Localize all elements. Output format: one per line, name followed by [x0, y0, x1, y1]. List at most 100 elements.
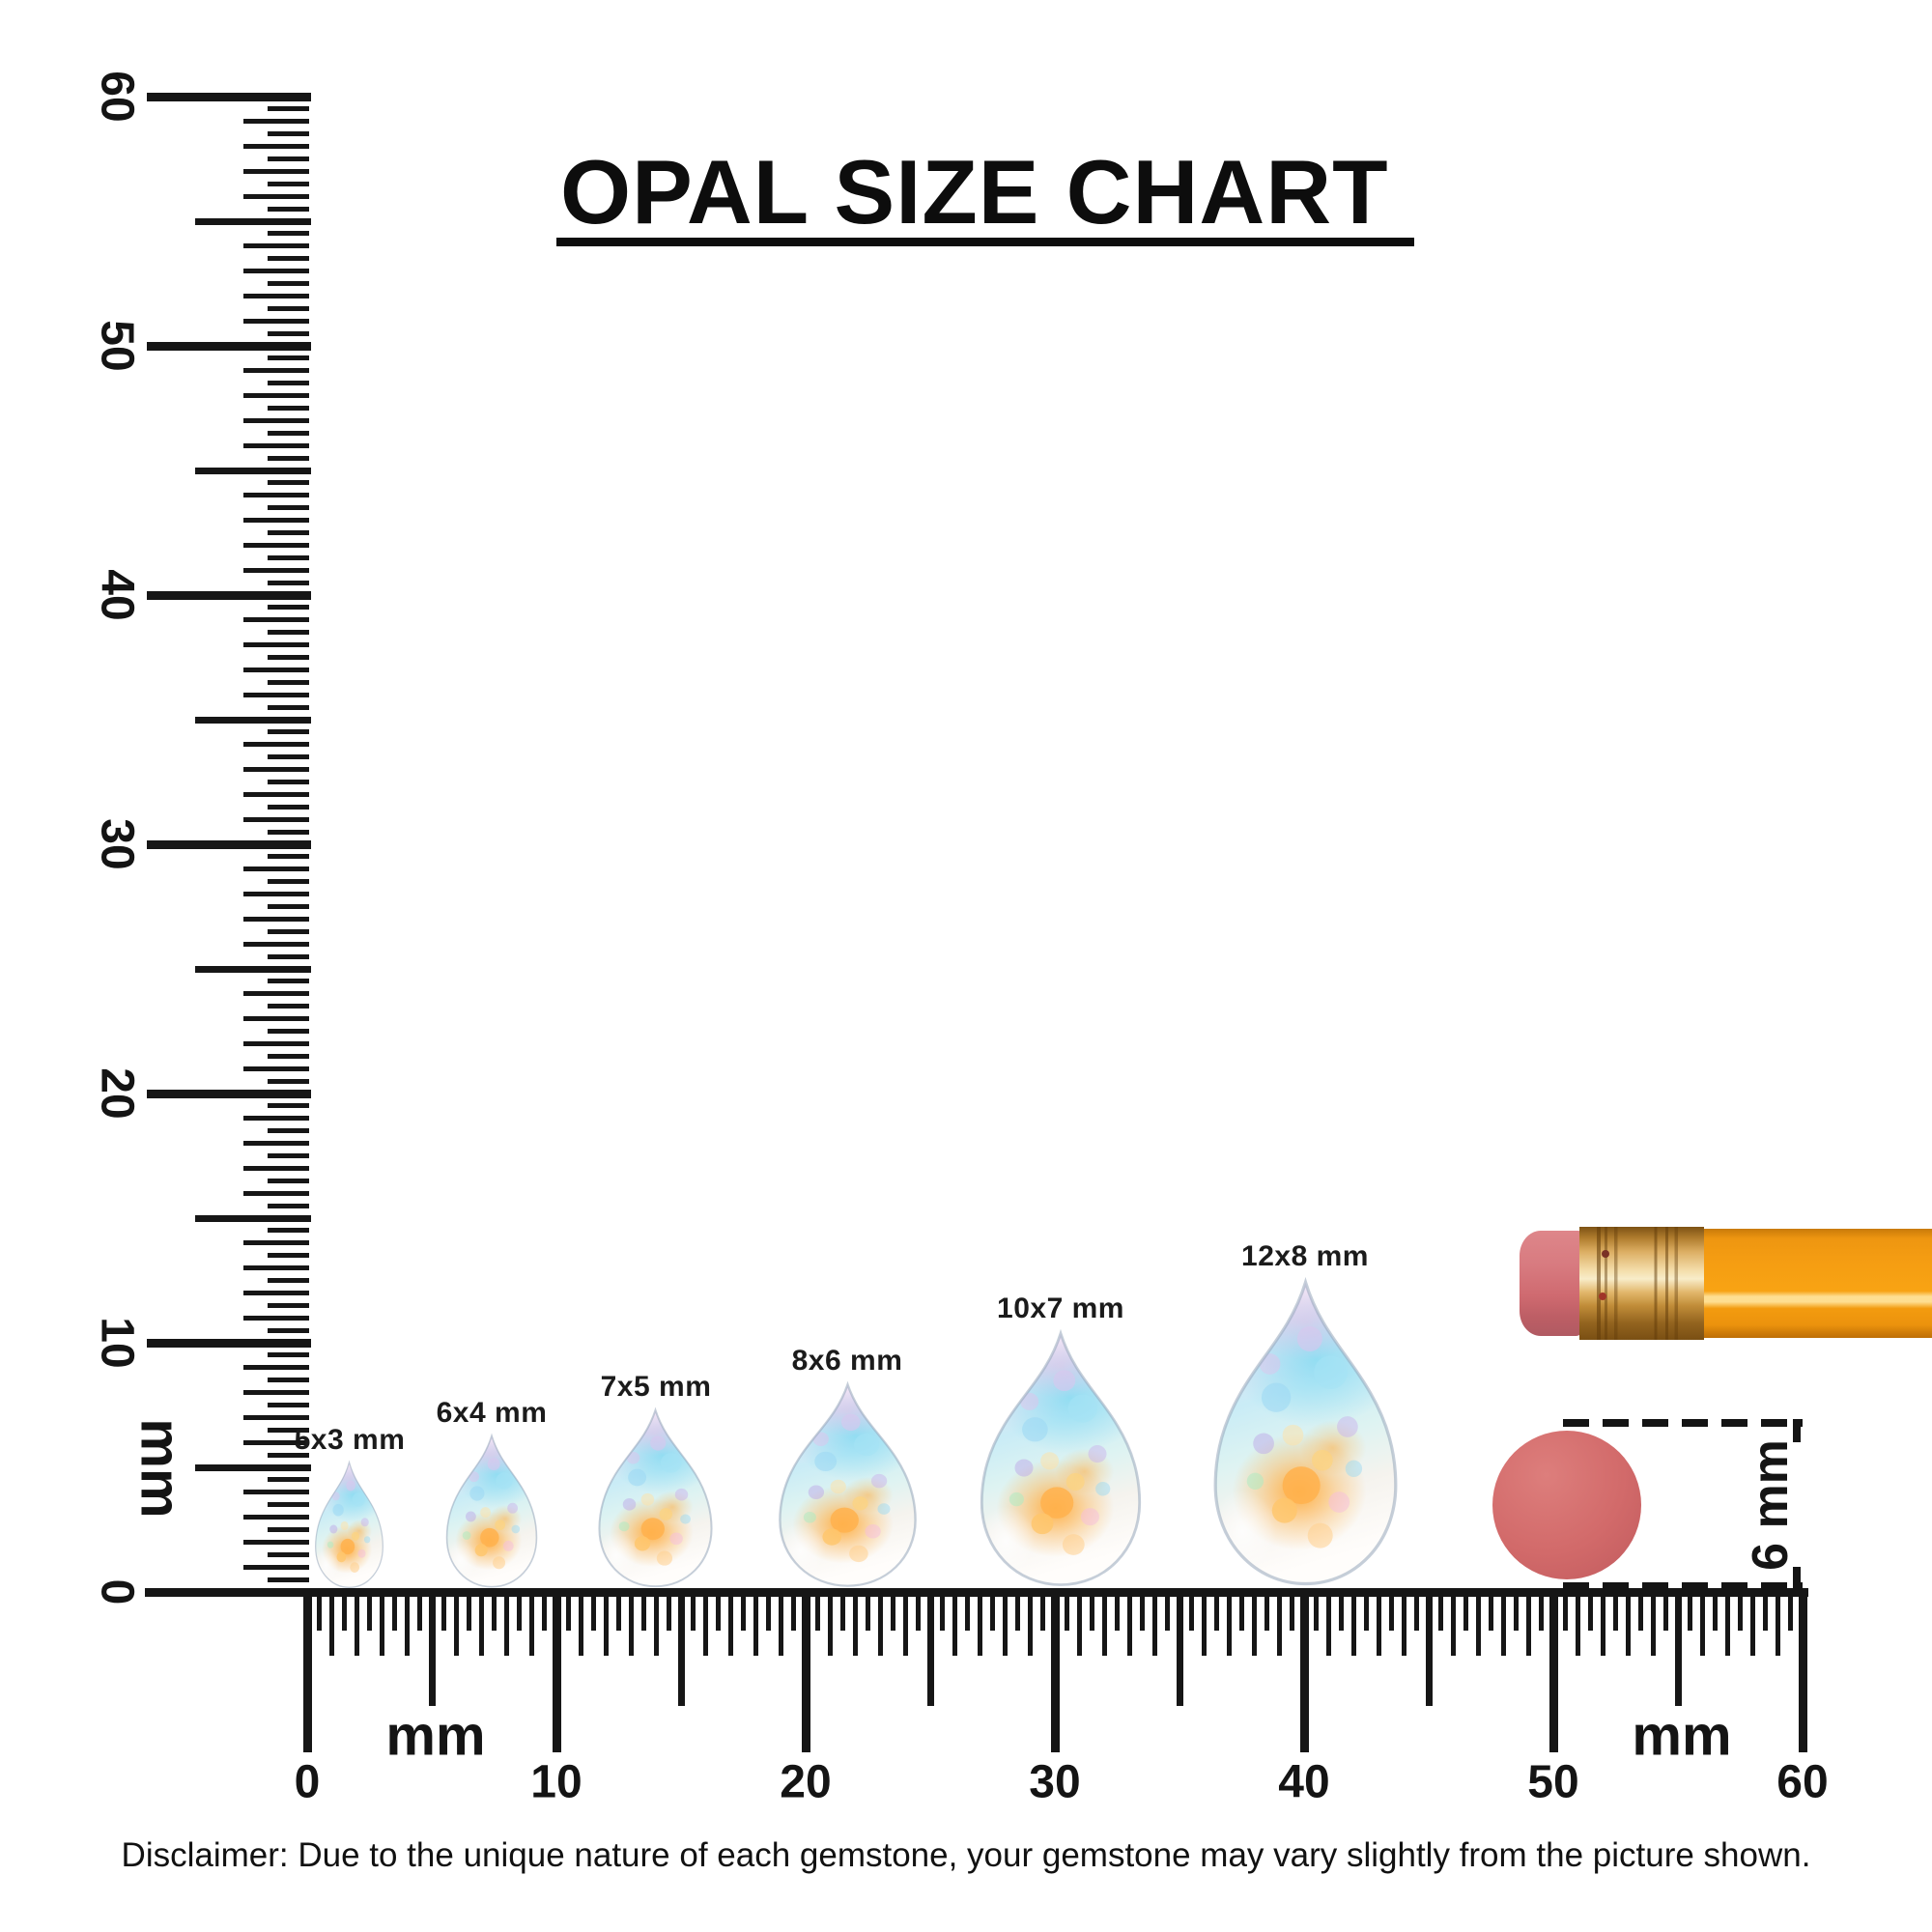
v-ruler-tick — [195, 1463, 311, 1471]
h-ruler-tick — [1637, 1594, 1643, 1631]
h-ruler-tick — [1164, 1594, 1170, 1631]
measure-dash-top — [1563, 1419, 1803, 1427]
h-ruler-tick — [1289, 1594, 1294, 1631]
v-ruler-tick — [268, 156, 309, 161]
measure-label-6mm: 6 mm — [1743, 1439, 1799, 1571]
v-ruler-tick — [243, 692, 309, 697]
h-ruler-unit: mm — [385, 1704, 486, 1768]
opal-gem-7x5mm — [598, 1406, 713, 1588]
v-ruler-tick — [243, 1265, 309, 1271]
h-ruler-tick — [342, 1594, 348, 1631]
v-ruler-tick — [243, 1065, 309, 1071]
h-ruler-number: 50 — [1527, 1756, 1579, 1808]
opal-size-label: 12x8 mm — [1241, 1240, 1369, 1272]
h-ruler-tick — [653, 1594, 659, 1656]
v-ruler-tick — [243, 1141, 309, 1147]
v-ruler-tick — [268, 206, 309, 212]
h-ruler-tick — [815, 1594, 821, 1631]
h-ruler-tick — [952, 1594, 958, 1656]
h-ruler-number: 60 — [1776, 1756, 1829, 1808]
h-ruler-tick — [1002, 1594, 1008, 1656]
pencil-eraser — [1520, 1231, 1581, 1336]
h-ruler-tick — [467, 1594, 472, 1631]
v-ruler-number: 20 — [91, 1067, 143, 1120]
opal-size-label: 10x7 mm — [997, 1293, 1124, 1324]
h-ruler-tick — [441, 1594, 447, 1631]
v-ruler-tick — [243, 1390, 309, 1396]
v-ruler-tick — [268, 780, 309, 784]
ferrule-rivet-dot — [1599, 1293, 1606, 1300]
h-ruler-tick — [1538, 1594, 1544, 1631]
v-ruler-tick — [268, 1128, 309, 1134]
h-ruler-tick — [1713, 1594, 1719, 1631]
h-ruler-tick — [616, 1594, 621, 1631]
h-ruler-tick — [479, 1594, 485, 1656]
h-ruler-tick — [828, 1594, 834, 1656]
h-ruler-number: 0 — [294, 1756, 321, 1808]
h-ruler-tick — [516, 1594, 522, 1631]
h-ruler-tick — [367, 1594, 372, 1631]
v-ruler-tick — [268, 679, 309, 685]
v-ruler-tick — [268, 281, 309, 286]
h-ruler-tick — [528, 1594, 534, 1656]
h-ruler-tick — [1376, 1594, 1381, 1656]
v-ruler-tick — [243, 168, 309, 174]
h-ruler-tick — [926, 1594, 934, 1706]
h-ruler-tick — [329, 1594, 335, 1656]
pencil — [1520, 1227, 1932, 1340]
v-ruler-tick — [268, 729, 309, 735]
v-ruler-tick — [243, 269, 309, 274]
v-ruler-tick — [268, 1403, 309, 1407]
v-ruler-tick — [268, 1053, 309, 1059]
h-ruler-tick — [853, 1594, 859, 1656]
v-ruler-tick — [243, 667, 309, 672]
h-ruler-tick — [877, 1594, 883, 1656]
v-ruler-tick — [268, 505, 309, 511]
v-ruler-tick — [243, 393, 309, 399]
v-ruler-tick — [243, 642, 309, 648]
v-ruler-tick — [268, 1427, 309, 1433]
h-ruler-number: 40 — [1278, 1756, 1330, 1808]
v-ruler-tick — [268, 1378, 309, 1383]
h-ruler-tick — [1276, 1594, 1282, 1656]
h-ruler-tick — [1413, 1594, 1419, 1631]
v-ruler-tick — [243, 144, 309, 150]
h-ruler-tick — [391, 1594, 397, 1631]
eraser-disc-6mm — [1492, 1431, 1641, 1579]
h-ruler-tick — [902, 1594, 908, 1656]
v-ruler-tick — [243, 991, 309, 997]
h-ruler-tick — [1139, 1594, 1145, 1631]
h-ruler-tick — [890, 1594, 895, 1631]
pencil-body — [1704, 1229, 1932, 1338]
ferrule-rivet-dot — [1602, 1250, 1609, 1258]
page-title: OPAL SIZE CHART — [556, 146, 1414, 247]
h-ruler-tick — [317, 1594, 323, 1631]
v-ruler-tick — [268, 554, 309, 560]
v-ruler-tick — [268, 1452, 309, 1458]
h-ruler-tick — [1027, 1594, 1033, 1656]
v-ruler-tick — [268, 804, 309, 810]
v-ruler-tick — [268, 1253, 309, 1259]
h-ruler-tick — [552, 1594, 561, 1752]
h-ruler-tick — [716, 1594, 722, 1631]
h-ruler-number: 10 — [530, 1756, 582, 1808]
h-ruler-tick — [1102, 1594, 1108, 1656]
h-ruler-tick — [416, 1594, 422, 1631]
opal-gem-10x7mm — [980, 1328, 1142, 1586]
opal-gem-8x6mm — [779, 1380, 917, 1587]
h-ruler-tick — [1314, 1594, 1320, 1631]
v-ruler-tick — [268, 1029, 309, 1034]
v-ruler-tick — [268, 630, 309, 636]
h-ruler-tick — [765, 1594, 771, 1631]
v-ruler-tick — [268, 1352, 309, 1358]
opal-size-label: 8x6 mm — [791, 1345, 903, 1377]
v-ruler-tick — [268, 1103, 309, 1109]
v-ruler-tick — [243, 1016, 309, 1022]
v-ruler-tick — [268, 829, 309, 835]
h-ruler-tick — [753, 1594, 758, 1656]
h-ruler-tick — [454, 1594, 460, 1656]
h-ruler-number: 20 — [780, 1756, 832, 1808]
h-ruler-tick — [1202, 1594, 1208, 1656]
opal-gem-12x8mm — [1213, 1276, 1398, 1586]
h-ruler-number: 30 — [1029, 1756, 1081, 1808]
